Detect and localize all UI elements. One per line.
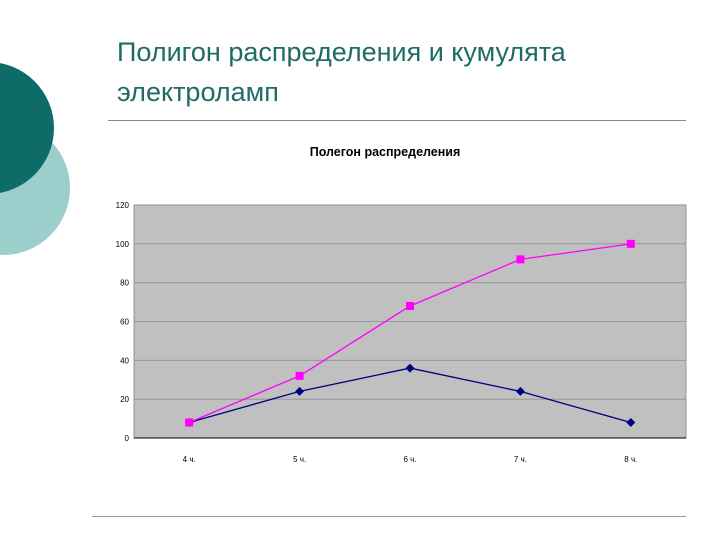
data-point-square [406,301,414,310]
slide-title: Полигон распределения и кумулята электро… [117,37,566,107]
x-tick-label: 5 ч. [293,455,306,464]
x-tick-label: 7 ч. [514,455,527,464]
y-tick-label: 20 [120,395,129,404]
data-point-square [185,418,194,427]
data-point-diamond [295,386,305,396]
x-tick-label: 6 ч. [403,455,416,464]
data-point-square [295,371,304,380]
series-layer [184,239,636,427]
x-tick-label: 8 ч. [624,455,637,464]
x-tick-label: 4 ч. [183,455,196,464]
data-point-diamond [626,417,636,427]
dark-teal-circle [0,63,54,193]
y-tick-label: 60 [120,318,129,327]
y-tick-label: 0 [125,434,130,443]
data-point-square [516,255,525,264]
y-tick-label: 80 [120,279,129,288]
line-chart: Полегон распределения 0 20 40 60 80 100 120 4 … [116,145,687,464]
x-axis-ticks: 4 ч. 5 ч. 6 ч. 7 ч. 8 ч. [183,455,638,464]
title-divider [108,120,686,121]
y-tick-label: 40 [120,356,129,365]
y-tick-label: 100 [116,240,130,249]
chart-title: Полегон распределения [310,145,461,159]
chart-frame: Полегон распределения 0 20 40 60 80 100 120 4 … [90,128,690,516]
y-axis-ticks: 0 20 40 60 80 100 120 [116,201,130,443]
data-point-diamond [515,386,525,396]
y-tick-label: 120 [116,201,130,210]
decorative-circles [0,63,70,255]
bottom-divider [92,516,686,517]
data-point-diamond [405,363,415,373]
data-point-square [626,239,635,248]
gridlines [134,204,686,439]
